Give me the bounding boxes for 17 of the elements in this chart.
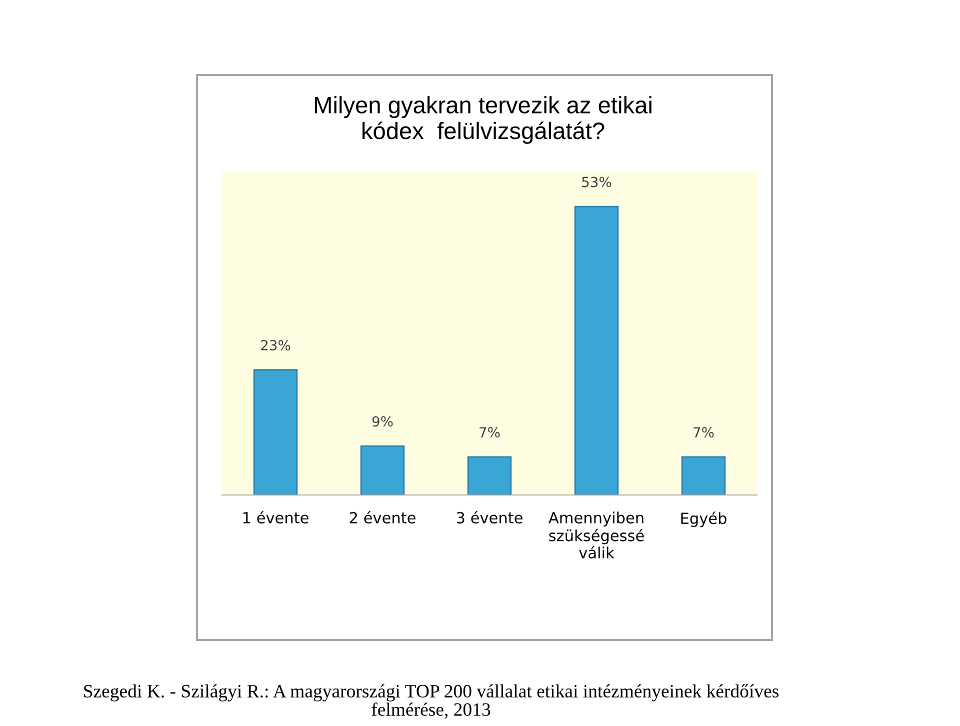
text: Szegedi K. - Szilágyi R.: A magyarországi TOP 200 vállalat etikai intézményeinek kérdőíves felmérése, 2013 [84,684,779,719]
x-tick-label: Egyéb [681,512,726,528]
data-label: 23% [261,340,290,350]
x-tick-label: 3 évente [456,511,522,524]
bar [681,456,726,495]
data-label: 7% [480,427,500,438]
bar [360,445,405,495]
bar [253,369,298,495]
x-tick-label: Amennyiben szükségessé válik [548,512,644,558]
data-label: 7% [694,427,714,438]
data-label: 53% [582,176,612,188]
x-tick-label: 2 évente [350,511,416,524]
data-label: 9% [372,416,393,427]
bar [574,206,619,495]
x-tick-label: 1 évente [243,511,308,524]
bar [467,456,512,495]
chart-title: Milyen gyakran tervezik az etikai kódex felülvizsgálatát? [315,96,652,144]
